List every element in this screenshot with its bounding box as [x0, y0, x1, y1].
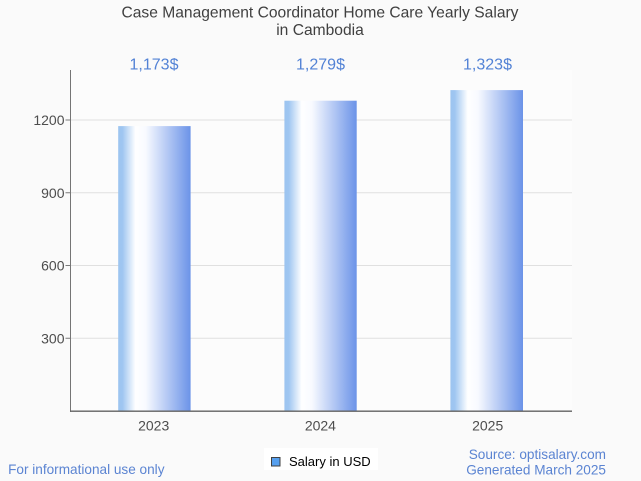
svg-text:2023: 2023	[138, 418, 169, 434]
svg-text:1,279$: 1,279$	[296, 57, 345, 74]
svg-text:Generated March 2025: Generated March 2025	[466, 462, 606, 477]
svg-text:in Cambodia: in Cambodia	[276, 22, 364, 39]
svg-text:Salary in USD: Salary in USD	[289, 454, 371, 469]
svg-text:300: 300	[41, 330, 65, 346]
svg-text:Source: optisalary.com: Source: optisalary.com	[469, 447, 606, 462]
svg-text:1,173$: 1,173$	[130, 57, 179, 74]
svg-text:1200: 1200	[33, 112, 64, 128]
svg-text:For informational use only: For informational use only	[8, 462, 165, 477]
svg-text:1,323$: 1,323$	[463, 57, 512, 74]
svg-text:2025: 2025	[472, 418, 503, 434]
svg-text:900: 900	[41, 185, 65, 201]
svg-text:Case Management Coordinator Ho: Case Management Coordinator Home Care Ye…	[122, 4, 519, 21]
svg-text:600: 600	[41, 258, 65, 274]
svg-text:2024: 2024	[305, 418, 336, 434]
